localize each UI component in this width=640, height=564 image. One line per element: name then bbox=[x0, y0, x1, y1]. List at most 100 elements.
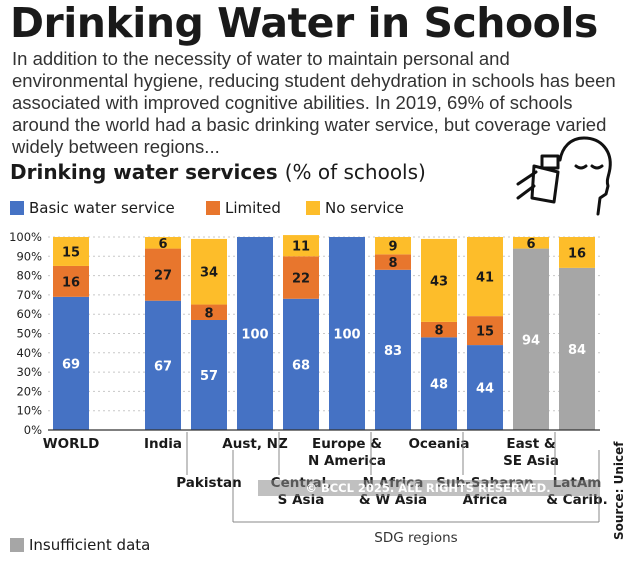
bar-value-label: 100 bbox=[241, 328, 268, 343]
legend-none-swatch bbox=[306, 201, 320, 215]
bar-segment-none bbox=[191, 238, 227, 305]
y-tick-label: 70% bbox=[16, 288, 42, 302]
bar-segment-none bbox=[283, 235, 319, 257]
chart-subtitle-unit: (% of schools) bbox=[284, 160, 426, 184]
y-tick-label: 20% bbox=[16, 384, 42, 398]
bar-value-label: 57 bbox=[200, 369, 218, 384]
bar-segment-insufficient bbox=[559, 267, 595, 430]
bar-segment-basic bbox=[375, 269, 411, 430]
bar-value-label: 44 bbox=[476, 382, 494, 397]
bar-segment-none bbox=[53, 237, 89, 266]
bar-segment-limited bbox=[191, 304, 227, 320]
y-tick-label: 60% bbox=[16, 307, 42, 321]
bar-segment-basic bbox=[145, 300, 181, 430]
bar-value-label: 8 bbox=[434, 324, 443, 339]
x-category-label: & Carib. bbox=[546, 492, 608, 508]
legend-insufficient: Insufficient data bbox=[10, 536, 150, 554]
bar-value-label: 83 bbox=[384, 344, 402, 359]
y-tick-label: 100% bbox=[9, 230, 42, 244]
bar-segment-basic bbox=[191, 319, 227, 430]
bar-value-label: 9 bbox=[388, 240, 397, 255]
intro-text: In addition to the necessity of water to… bbox=[12, 48, 616, 157]
bar-segment-limited bbox=[375, 254, 411, 270]
x-category-label: N America bbox=[308, 453, 386, 469]
bar-value-label: 15 bbox=[476, 325, 494, 340]
x-category-label: Aust, NZ bbox=[222, 436, 288, 452]
bar-segment-basic bbox=[283, 298, 319, 430]
bar-segment-none bbox=[559, 237, 595, 268]
bar-segment-limited bbox=[283, 256, 319, 299]
bar-value-label: 16 bbox=[62, 275, 80, 290]
legend-basic-label: Basic water service bbox=[29, 199, 175, 217]
bar-value-label: 43 bbox=[430, 274, 448, 289]
legend-insufficient-swatch bbox=[10, 538, 24, 552]
legend-limited-label: Limited bbox=[225, 199, 281, 217]
source-note: Source: Unicef bbox=[612, 441, 626, 540]
x-category-label: Africa bbox=[463, 492, 508, 508]
bar-value-label: 16 bbox=[568, 246, 586, 261]
bar-segment-limited bbox=[421, 321, 457, 338]
legend-limited: Limited bbox=[206, 199, 281, 217]
bar-segment-none bbox=[375, 237, 411, 255]
legend-insufficient-label: Insufficient data bbox=[29, 536, 151, 554]
y-tick-label: 0% bbox=[24, 423, 42, 437]
y-tick-label: 10% bbox=[16, 404, 42, 418]
bar-segment-basic bbox=[329, 237, 365, 430]
bar-value-label: 41 bbox=[476, 271, 494, 286]
page-title: Drinking Water in Schools bbox=[10, 0, 598, 47]
x-category-label: WORLD bbox=[43, 436, 100, 452]
x-category-label: East & bbox=[506, 436, 556, 452]
bar-value-label: 11 bbox=[292, 240, 310, 255]
bar-segment-limited bbox=[467, 316, 503, 346]
bar-segment-basic bbox=[467, 345, 503, 430]
bar-value-label: 15 bbox=[62, 245, 80, 260]
bar-value-label: 100 bbox=[333, 328, 360, 343]
bar-value-label: 27 bbox=[154, 269, 172, 284]
y-tick-label: 40% bbox=[16, 346, 42, 360]
bar-segment-basic bbox=[237, 237, 273, 430]
chart-subtitle-main: Drinking water services bbox=[10, 160, 278, 184]
bar-segment-none bbox=[513, 237, 549, 249]
bar-value-label: 68 bbox=[292, 358, 310, 373]
y-tick-label: 50% bbox=[16, 327, 42, 341]
x-category-label: Pakistan bbox=[176, 475, 241, 491]
copyright-banner: © BCCL 2025. ALL RIGHTS RESERVED. bbox=[258, 480, 598, 496]
x-category-label: S Asia bbox=[278, 492, 325, 508]
bar-segment-limited bbox=[53, 265, 89, 297]
bar-value-label: 22 bbox=[292, 272, 310, 287]
bar-segment-insufficient bbox=[513, 248, 549, 430]
legend-none: No service bbox=[306, 199, 404, 217]
y-tick-label: 80% bbox=[16, 269, 42, 283]
x-category-label: Europe & bbox=[312, 436, 382, 452]
bar-value-label: 48 bbox=[430, 378, 448, 393]
bar-value-label: 84 bbox=[568, 343, 586, 358]
y-tick-label: 90% bbox=[16, 249, 42, 263]
y-tick-label: 30% bbox=[16, 365, 42, 379]
legend-limited-swatch bbox=[206, 201, 220, 215]
bar-value-label: 8 bbox=[204, 306, 213, 321]
legend-basic: Basic water service bbox=[10, 199, 175, 217]
group-label: SDG regions bbox=[374, 530, 457, 546]
bar-segment-limited bbox=[145, 248, 181, 301]
bar-segment-none bbox=[421, 238, 457, 322]
x-category-label: Oceania bbox=[408, 436, 469, 452]
x-category-label: India bbox=[144, 436, 182, 452]
legend-none-label: No service bbox=[325, 199, 404, 217]
bar-value-label: 8 bbox=[388, 256, 397, 271]
x-category-label: SE Asia bbox=[503, 453, 559, 469]
legend-basic-swatch bbox=[10, 201, 24, 215]
bar-value-label: 34 bbox=[200, 266, 218, 281]
bar-value-label: 67 bbox=[154, 359, 172, 374]
bar-segment-none bbox=[467, 237, 503, 317]
bar-segment-none bbox=[145, 237, 181, 249]
bar-value-label: 6 bbox=[158, 237, 167, 252]
bar-segment-basic bbox=[53, 296, 89, 430]
chart-subtitle: Drinking water services (% of schools) bbox=[10, 160, 426, 184]
bar-value-label: 6 bbox=[526, 237, 535, 252]
drinking-person-icon bbox=[516, 136, 612, 216]
bar-segment-basic bbox=[421, 337, 457, 430]
bar-value-label: 94 bbox=[522, 333, 540, 348]
bar-value-label: 69 bbox=[62, 357, 80, 372]
x-category-label: & W Asia bbox=[359, 492, 427, 508]
